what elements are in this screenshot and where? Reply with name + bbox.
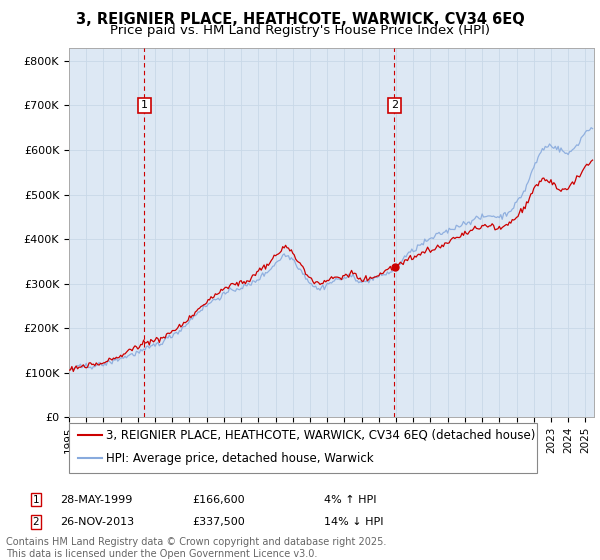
Text: Price paid vs. HM Land Registry's House Price Index (HPI): Price paid vs. HM Land Registry's House …: [110, 24, 490, 36]
Text: 28-MAY-1999: 28-MAY-1999: [60, 494, 133, 505]
Text: HPI: Average price, detached house, Warwick: HPI: Average price, detached house, Warw…: [106, 451, 374, 465]
Text: 2: 2: [391, 100, 398, 110]
Text: 4% ↑ HPI: 4% ↑ HPI: [324, 494, 377, 505]
Text: 3, REIGNIER PLACE, HEATHCOTE, WARWICK, CV34 6EQ (detached house): 3, REIGNIER PLACE, HEATHCOTE, WARWICK, C…: [106, 428, 536, 442]
Text: Contains HM Land Registry data © Crown copyright and database right 2025.
This d: Contains HM Land Registry data © Crown c…: [6, 537, 386, 559]
Text: 3, REIGNIER PLACE, HEATHCOTE, WARWICK, CV34 6EQ: 3, REIGNIER PLACE, HEATHCOTE, WARWICK, C…: [76, 12, 524, 27]
Text: £166,600: £166,600: [192, 494, 245, 505]
Text: 2: 2: [32, 517, 40, 527]
Text: 1: 1: [141, 100, 148, 110]
Text: 26-NOV-2013: 26-NOV-2013: [60, 517, 134, 527]
Text: 1: 1: [32, 494, 40, 505]
Text: 14% ↓ HPI: 14% ↓ HPI: [324, 517, 383, 527]
Text: £337,500: £337,500: [192, 517, 245, 527]
